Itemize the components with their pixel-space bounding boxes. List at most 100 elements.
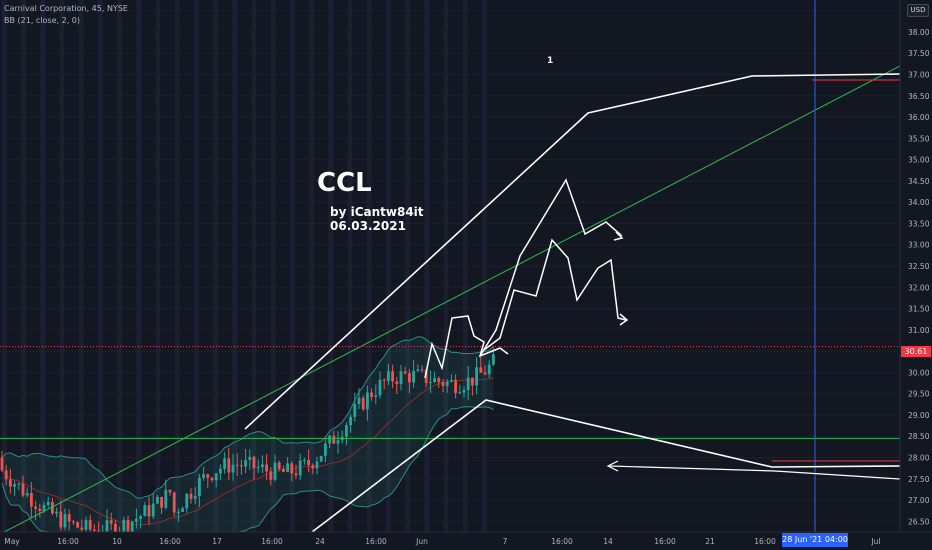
currency-button[interactable]: USD — [907, 4, 929, 17]
price-tick-label: 27.50 — [908, 475, 930, 484]
candle-body — [30, 493, 33, 507]
price-axis[interactable]: 26.50 27.00 27.50 28.00 28.50 29.00 29.50 30.00… — [899, 0, 932, 550]
candle-body — [130, 521, 134, 533]
candle-body — [9, 479, 12, 487]
candle-body — [139, 516, 142, 519]
bollinger-bands — [1, 336, 494, 550]
candle-body — [193, 496, 197, 499]
projection-arrow-lower — [619, 313, 629, 326]
bollinger-lower — [1, 406, 494, 550]
price-tick-label: 32.00 — [908, 283, 930, 292]
candle-body — [147, 505, 151, 517]
candle-body — [42, 504, 46, 511]
candle-body — [429, 382, 432, 384]
candle-body — [382, 379, 386, 381]
candle-body — [361, 397, 365, 410]
candle-body — [13, 484, 16, 487]
author-annotation: by iCantw84it — [330, 205, 424, 219]
candle-body — [46, 502, 50, 505]
candle-body — [454, 380, 457, 393]
price-axis-bg — [900, 0, 932, 550]
price-tick-label: 37.00 — [908, 70, 930, 79]
candle-body — [198, 477, 201, 497]
upper-channel-line — [244, 73, 901, 430]
candle-body — [185, 493, 189, 509]
candle-body — [462, 389, 466, 393]
projection-path-lower — [483, 238, 627, 351]
candle-body — [17, 483, 21, 485]
projection-path-upper — [479, 178, 623, 357]
candle-body — [256, 467, 260, 469]
candle-body — [80, 527, 84, 530]
candle-body — [235, 464, 239, 466]
candle-body — [349, 416, 352, 426]
price-tick-label: 29.50 — [908, 390, 930, 399]
price-tick-label: 34.00 — [908, 198, 930, 207]
bollinger-basis — [1, 377, 494, 526]
target-arrow-line — [609, 465, 901, 480]
candle-body — [219, 468, 222, 474]
candle-body — [366, 392, 369, 410]
candle-body — [319, 455, 323, 462]
price-tick-label: 35.50 — [908, 134, 930, 143]
candle-body — [282, 468, 285, 472]
candle-body — [214, 473, 218, 481]
price-tick-label: 36.50 — [908, 92, 930, 101]
marker-label: 1 — [547, 56, 554, 66]
candle-body — [38, 508, 42, 511]
indicator-label[interactable]: BB (21, close, 2, 0) — [4, 16, 80, 25]
candle-body — [261, 464, 264, 468]
time-tick-label: 16:00 — [365, 537, 387, 546]
time-axis-bg — [0, 532, 932, 550]
price-tick-label: 32.50 — [908, 262, 930, 271]
candle-body — [408, 373, 411, 383]
candle-body — [403, 371, 407, 374]
time-tick-label: May — [4, 537, 20, 546]
candle-body — [286, 463, 289, 472]
candle-body — [307, 459, 310, 466]
candle-body — [412, 370, 415, 383]
candle-body — [126, 519, 130, 533]
candle-body — [294, 473, 298, 476]
time-tick-label: Jul — [870, 537, 880, 546]
candle-body — [466, 377, 470, 390]
candle-body — [25, 493, 29, 496]
price-tick-label: 28.50 — [908, 432, 930, 441]
candle-body — [105, 520, 109, 535]
candle-body — [311, 465, 315, 469]
price-tick-label: 33.50 — [908, 219, 930, 228]
price-tick-label: 29.00 — [908, 411, 930, 420]
candle-body — [441, 382, 445, 386]
candle-body — [353, 404, 357, 417]
candle-body — [450, 380, 453, 382]
candle-body — [202, 474, 205, 478]
candle-body — [114, 523, 117, 537]
price-tick-label: 28.00 — [908, 454, 930, 463]
time-axis[interactable]: May 16:00 10 16:00 17 16:00 24 16:00 Jun 7 16:00 14… — [0, 531, 932, 550]
candle-body — [84, 520, 88, 530]
candle-body — [240, 465, 243, 467]
time-tick-label: 10 — [112, 537, 122, 546]
date-annotation: 06.03.2021 — [330, 219, 406, 233]
candle-body — [181, 508, 184, 512]
candle-body — [395, 381, 399, 385]
time-tick-label: Jun — [415, 537, 428, 546]
time-tick-label: 17 — [212, 537, 222, 546]
candle-body — [378, 379, 382, 396]
candle-body — [475, 367, 478, 386]
candle-body — [172, 492, 176, 513]
candle-body — [63, 514, 67, 528]
price-tick-label: 36.00 — [908, 113, 930, 122]
candle-body — [76, 522, 79, 528]
candle-body — [177, 511, 180, 513]
price-tick-label: 26.50 — [908, 517, 930, 526]
candle-body — [4, 470, 8, 480]
candle-body — [109, 520, 113, 524]
candle-body — [156, 496, 159, 504]
symbol-title: Carnival Corporation, 45, NYSE — [4, 4, 128, 13]
candlesticks — [0, 347, 495, 546]
candle-body — [479, 367, 483, 373]
candle-body — [332, 435, 336, 444]
candle-body — [336, 440, 340, 444]
